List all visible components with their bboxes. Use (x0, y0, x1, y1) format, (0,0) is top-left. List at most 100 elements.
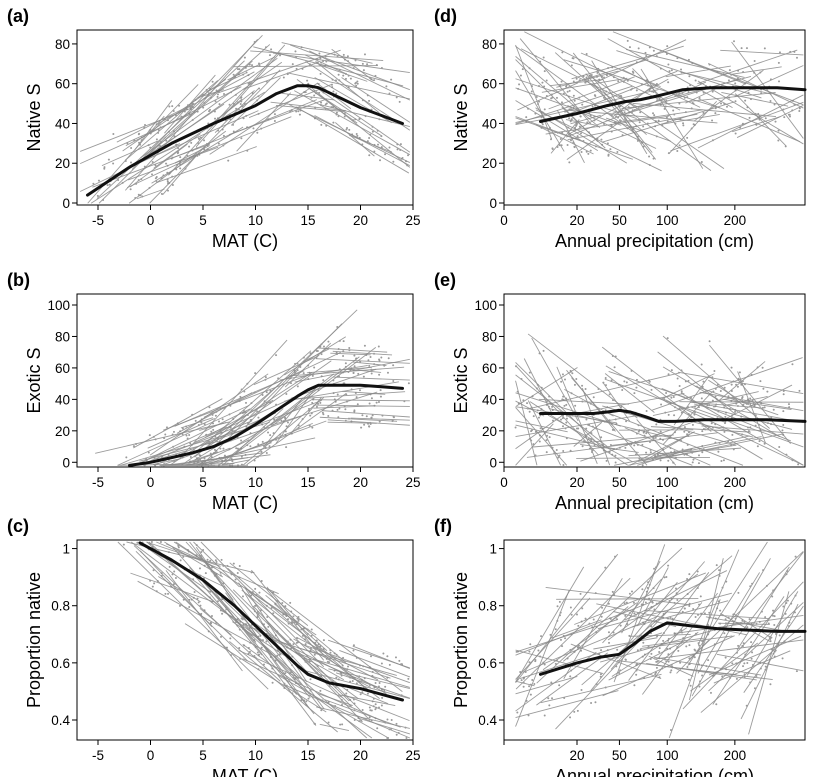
raw-data-point (588, 622, 591, 625)
site-regression-line (648, 655, 694, 677)
raw-data-point (725, 580, 728, 583)
raw-data-point (750, 641, 753, 644)
raw-data-point (732, 448, 735, 451)
raw-data-point (291, 664, 294, 667)
y-axis-title: Proportion native (451, 572, 471, 708)
site-regression-line (515, 676, 578, 695)
raw-data-point (313, 366, 316, 369)
raw-data-point (322, 379, 325, 382)
raw-data-point (314, 106, 317, 109)
raw-data-point (238, 646, 241, 649)
raw-data-point (614, 99, 617, 102)
raw-data-point (241, 595, 244, 598)
raw-data-point (734, 132, 737, 135)
raw-data-point (243, 56, 246, 59)
raw-data-point (337, 115, 340, 118)
raw-data-point (689, 684, 692, 687)
raw-data-point (578, 79, 581, 82)
raw-data-point (330, 83, 333, 86)
raw-data-point (193, 455, 196, 458)
raw-data-point (153, 582, 156, 585)
site-regression-line (707, 62, 804, 109)
raw-data-point (637, 424, 640, 427)
raw-data-point (694, 632, 697, 635)
site-regression-line (242, 643, 373, 739)
raw-data-point (545, 439, 548, 442)
site-regression-line (593, 637, 658, 650)
raw-data-point (238, 628, 241, 631)
raw-data-point (696, 587, 699, 590)
site-regression-line (338, 694, 396, 706)
raw-data-point (766, 390, 769, 393)
raw-data-point (568, 161, 571, 164)
raw-data-point (261, 639, 264, 642)
raw-data-point (96, 194, 99, 197)
raw-data-point (582, 139, 585, 142)
raw-data-point (204, 572, 207, 575)
site-regression-line (277, 674, 389, 739)
site-regression-line (737, 371, 766, 444)
raw-data-point (188, 433, 191, 436)
raw-data-point (297, 641, 300, 644)
site-regression-line (566, 119, 623, 160)
site-regression-line (305, 54, 347, 75)
raw-data-point (344, 362, 347, 365)
raw-data-point (239, 585, 242, 588)
raw-data-point (332, 121, 335, 124)
plot-frame (76, 539, 414, 741)
raw-data-point (216, 93, 219, 96)
raw-data-point (171, 184, 174, 187)
raw-data-point (784, 612, 787, 615)
raw-data-point (164, 433, 167, 436)
raw-data-point (243, 390, 246, 393)
raw-data-point (772, 609, 775, 612)
raw-data-point (375, 706, 378, 709)
raw-data-point (655, 602, 658, 605)
raw-data-point (186, 437, 189, 440)
site-regression-line (202, 71, 255, 100)
raw-data-point (691, 423, 694, 426)
raw-data-point (680, 68, 683, 71)
raw-data-point (562, 463, 565, 466)
raw-data-point (337, 348, 340, 351)
raw-data-point (207, 122, 210, 125)
raw-data-point (591, 105, 594, 108)
raw-data-point (219, 407, 222, 410)
raw-data-point (645, 451, 648, 454)
site-regression-line (315, 61, 380, 114)
raw-data-point (768, 635, 771, 638)
raw-data-point (653, 621, 656, 624)
raw-data-point (97, 179, 100, 182)
raw-data-point (373, 363, 376, 366)
raw-data-point (782, 410, 785, 413)
raw-data-point (750, 657, 753, 660)
raw-data-point (719, 609, 722, 612)
raw-data-point (741, 380, 744, 383)
raw-data-point (176, 152, 179, 155)
raw-data-point (700, 397, 703, 400)
raw-data-point (294, 50, 297, 53)
raw-data-point (373, 352, 376, 355)
site-regression-line (134, 100, 173, 150)
raw-data-point (594, 701, 597, 704)
site-regression-line (240, 422, 313, 454)
raw-data-point (208, 440, 211, 443)
raw-data-point (649, 657, 652, 660)
raw-data-point (644, 601, 647, 604)
raw-data-point (380, 356, 383, 359)
site-regression-line (309, 50, 411, 101)
raw-data-point (635, 386, 638, 389)
raw-data-point (207, 464, 210, 467)
raw-data-point (795, 670, 798, 673)
raw-data-point (213, 448, 216, 451)
raw-data-point (791, 363, 794, 366)
site-regression-line (515, 78, 637, 119)
raw-data-point (532, 415, 535, 418)
raw-data-point (664, 105, 667, 108)
raw-data-point (302, 627, 305, 630)
overall-fit-line (539, 86, 807, 123)
site-regression-line (148, 408, 251, 460)
raw-data-point (313, 94, 316, 97)
raw-data-point (635, 89, 638, 92)
